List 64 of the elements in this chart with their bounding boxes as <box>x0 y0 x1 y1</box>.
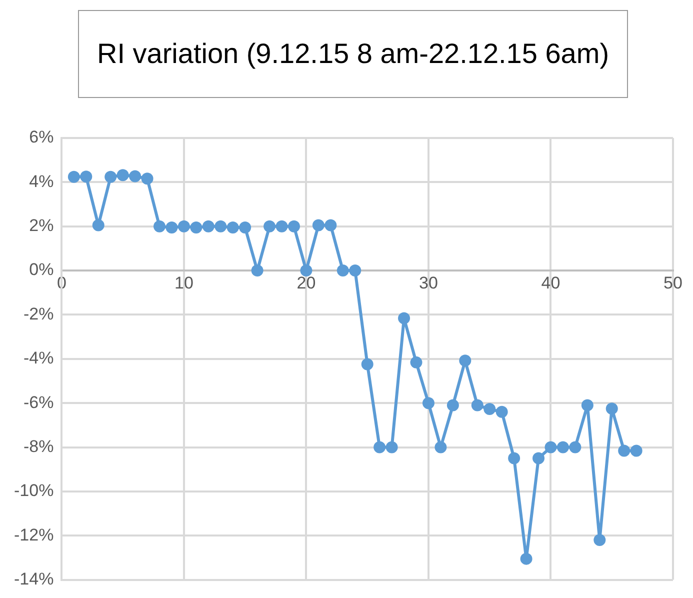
x-tick-label: 20 <box>296 273 316 292</box>
point <box>324 219 337 232</box>
point <box>386 441 398 454</box>
y-tick-label: 6% <box>29 128 54 147</box>
x-tick-label: 10 <box>174 273 194 292</box>
point <box>471 399 484 412</box>
point <box>410 356 422 368</box>
x-tick-label: 50 <box>664 273 682 292</box>
point <box>336 264 349 277</box>
point <box>104 170 117 183</box>
point <box>251 264 264 277</box>
y-tick-label: -10% <box>14 481 54 500</box>
point <box>312 219 324 232</box>
point <box>190 221 202 234</box>
point <box>300 264 312 277</box>
point <box>630 444 642 457</box>
point <box>92 219 104 232</box>
point <box>374 441 386 454</box>
point <box>398 312 410 324</box>
point <box>116 169 129 182</box>
y-tick-label: 0% <box>29 260 54 280</box>
point <box>166 221 178 234</box>
y-tick-label: -6% <box>23 392 54 412</box>
point <box>202 220 214 232</box>
point <box>214 220 227 232</box>
point <box>459 354 472 367</box>
y-tick-label: 2% <box>29 216 54 236</box>
point <box>264 220 276 232</box>
chart-title: RI variation (9.12.15 8 am-22.12.15 6am) <box>78 10 628 98</box>
point <box>288 220 300 232</box>
y-tick-label: -14% <box>14 569 54 588</box>
y-tick-label: -8% <box>23 436 54 456</box>
x-tick-label: 40 <box>541 273 560 292</box>
point <box>496 406 508 418</box>
point <box>508 452 520 464</box>
point <box>520 552 532 565</box>
x-tick-label: 30 <box>419 273 438 292</box>
point <box>141 172 154 185</box>
point <box>68 170 80 183</box>
point <box>569 441 582 454</box>
point <box>153 220 166 232</box>
point <box>226 221 239 234</box>
point <box>422 397 434 410</box>
y-tick-label: -4% <box>23 348 54 368</box>
point <box>276 220 288 232</box>
y-tick-label: -12% <box>14 525 54 544</box>
point <box>618 444 630 457</box>
y-tick-label: 4% <box>29 172 54 191</box>
y-tick-label: -2% <box>23 304 54 324</box>
point <box>594 534 606 546</box>
point <box>581 399 594 412</box>
point <box>129 170 142 182</box>
point <box>606 402 618 415</box>
point <box>239 221 252 234</box>
point <box>434 441 447 454</box>
point <box>484 403 496 416</box>
point <box>349 264 362 277</box>
point <box>446 399 459 412</box>
point <box>532 452 545 464</box>
point <box>361 358 374 370</box>
point <box>544 441 557 454</box>
point <box>556 441 569 454</box>
point <box>80 170 92 183</box>
point <box>178 220 190 232</box>
